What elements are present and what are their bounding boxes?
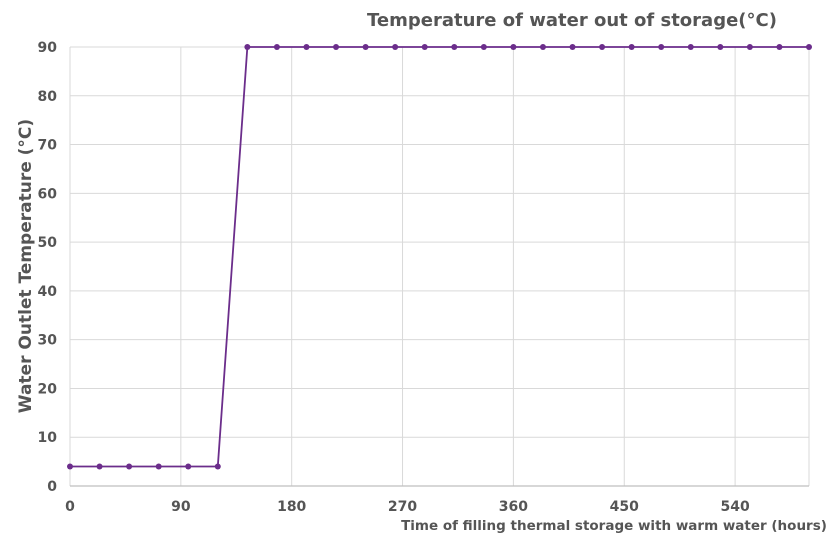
data-point	[451, 44, 458, 50]
x-tick-label: 270	[388, 499, 417, 515]
data-point	[362, 44, 369, 50]
y-tick-label: 40	[38, 284, 58, 300]
y-tick-label: 70	[38, 138, 58, 154]
data-point	[273, 44, 280, 50]
data-point	[155, 463, 162, 470]
data-point	[214, 463, 221, 470]
data-point	[96, 463, 103, 470]
grid-lines	[69, 46, 810, 486]
y-tick-label: 0	[47, 479, 57, 495]
x-tick-label: 450	[610, 499, 639, 515]
y-axis-label: Water Outlet Temperature (°C)	[16, 119, 36, 413]
data-point	[539, 44, 546, 50]
series-layer	[67, 44, 812, 470]
series-line	[70, 46, 809, 468]
y-tick-label: 90	[38, 40, 58, 56]
x-tick-label: 540	[720, 499, 749, 515]
x-axis-label: Time of filling thermal storage with war…	[401, 518, 827, 534]
data-point	[480, 44, 487, 50]
data-point	[658, 44, 665, 50]
y-tick-label: 30	[38, 333, 58, 349]
y-tick-label: 60	[38, 186, 58, 202]
x-tick-label: 360	[499, 499, 528, 515]
data-point	[67, 463, 73, 470]
data-point	[421, 44, 428, 50]
x-tick-label: 180	[277, 499, 306, 515]
chart-title: Temperature of water out of storage(°C)	[367, 10, 777, 31]
data-point	[806, 44, 812, 50]
tick-labels: 0 10 20 30 40 50 60 70 80 90 0 90 180 270 360 450 540	[38, 40, 750, 515]
y-tick-label: 20	[38, 381, 58, 397]
data-point	[599, 44, 606, 50]
data-point	[628, 44, 635, 50]
data-point	[717, 44, 724, 50]
data-point	[687, 44, 694, 50]
y-tick-label: 50	[38, 235, 58, 251]
data-point	[569, 44, 576, 50]
data-point	[746, 44, 753, 50]
data-point	[185, 463, 192, 470]
data-point	[510, 44, 517, 50]
data-point	[392, 44, 399, 50]
data-point	[776, 44, 783, 50]
x-tick-label: 0	[65, 499, 75, 515]
data-point	[303, 44, 310, 50]
y-tick-label: 80	[38, 89, 58, 105]
y-tick-label: 10	[38, 430, 58, 446]
data-point	[333, 44, 340, 50]
x-tick-label: 90	[171, 499, 191, 515]
data-point	[126, 463, 133, 470]
data-point	[244, 44, 251, 50]
